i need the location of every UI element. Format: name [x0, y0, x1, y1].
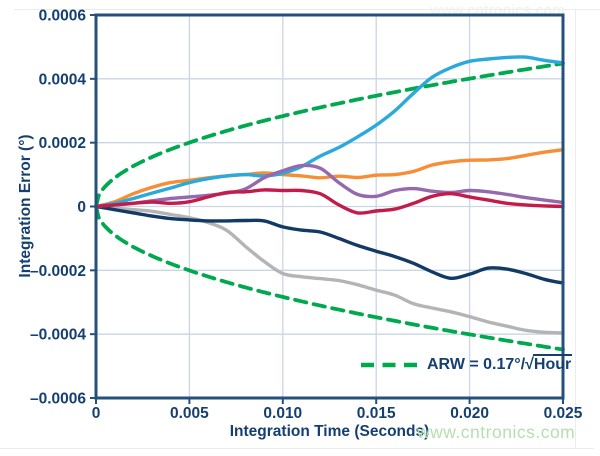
bottom-hairline: [0, 448, 594, 449]
y-tick-label: 0: [77, 199, 86, 216]
x-tick-label: 0.010: [263, 405, 302, 422]
series-line-gyro-trace-red: [94, 188, 565, 215]
legend-label: ARW = 0.17°/√Hour: [427, 354, 573, 374]
top-hairline: [14, 9, 600, 10]
y-tick-label: –0.0002: [30, 263, 86, 280]
series-line-gyro-trace-gray: [94, 204, 565, 335]
legend-text-prefix: ARW = 0.17°/: [427, 356, 526, 373]
watermark-bottom: www.cntronics.com: [417, 422, 576, 442]
x-axis-title: Integration Time (Seconds): [229, 423, 430, 440]
x-tick-label: 0.025: [544, 405, 583, 422]
x-tick-label: 0.020: [450, 405, 489, 422]
y-tick-label: 0.0006: [39, 8, 87, 25]
y-tick-label: –0.0004: [30, 327, 86, 344]
series-line-gyro-trace-purple: [94, 163, 565, 209]
arw-envelope-upper: [94, 61, 565, 209]
y-axis-title: Integration Error (°): [17, 134, 34, 278]
y-tick-label: 0.0002: [39, 135, 86, 152]
sqrt-radical-icon: √: [525, 356, 534, 373]
legend-arw: ARW = 0.17°/√Hour: [360, 354, 573, 374]
right-hairline: [575, 9, 576, 449]
series-line-gyro-trace-navy: [94, 204, 565, 285]
legend-dash-icon: [361, 362, 417, 368]
x-tick-label: 0.005: [170, 405, 209, 422]
y-tick-label: 0.0004: [39, 71, 87, 88]
y-tick-label: –0.0006: [30, 391, 86, 408]
series-line-gyro-trace-cyan: [94, 55, 565, 209]
x-tick-label: 0: [92, 405, 101, 422]
legend-text-radicand: Hour: [532, 354, 573, 373]
arw-envelope-lower: [94, 204, 565, 352]
x-tick-label: 0.015: [357, 405, 396, 422]
plot-frame: [94, 13, 565, 400]
